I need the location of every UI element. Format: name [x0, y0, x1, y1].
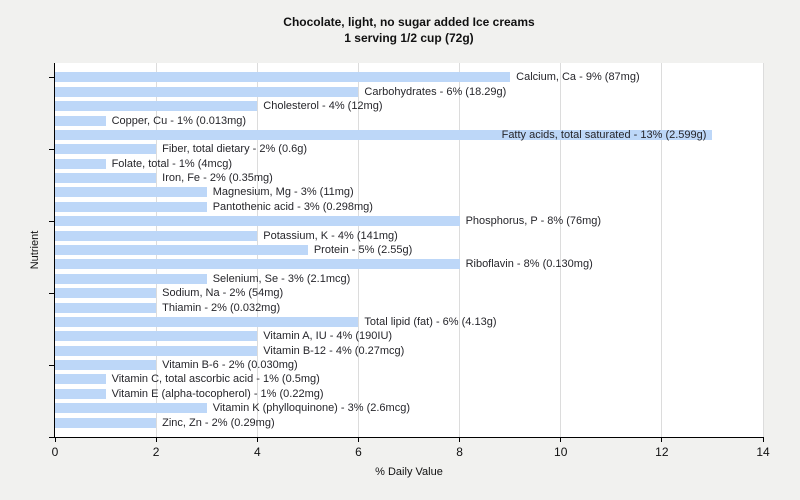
bar-calcium-ca [55, 72, 511, 83]
bar-label: Cholesterol - 4% (12mg) [263, 100, 383, 113]
bar-magnesium-mg [55, 187, 207, 198]
x-tick-0 [54, 438, 56, 442]
bar-label: Copper, Cu - 1% (0.013mg) [111, 114, 247, 127]
x-tick-label-0: 0 [51, 445, 59, 459]
x-tick-4 [256, 438, 258, 442]
bar-label: Potassium, K - 4% (141mg) [263, 229, 398, 242]
x-tick-12 [661, 438, 663, 442]
y-axis-label: Nutrient [29, 230, 41, 270]
y-tick [49, 364, 54, 366]
bar-label: Vitamin K (phylloquinone) - 3% (2.6mcg) [212, 402, 410, 415]
x-axis-label: % Daily Value [375, 466, 443, 478]
bar-label: Selenium, Se - 3% (2.1mcg) [212, 272, 351, 285]
bar-label: Sodium, Na - 2% (54mg) [162, 287, 284, 300]
bar-label: Iron, Fe - 2% (0.35mg) [162, 172, 273, 185]
bar-copper-cu [55, 115, 106, 126]
x-tick-2 [155, 438, 157, 442]
x-tick-6 [357, 438, 359, 442]
bar-riboflavin [55, 259, 460, 270]
bar-fatty-acids-total-saturated [55, 129, 713, 140]
bar-label: Vitamin E (alpha-tocopherol) - 1% (0.22m… [111, 387, 324, 400]
bar-vitamin-c-total-ascorbic-acid [55, 374, 106, 385]
gridline-x-6 [357, 63, 359, 437]
y-tick [49, 292, 54, 294]
gridline-x-12 [661, 63, 663, 437]
y-tick [49, 76, 54, 78]
bar-phosphorus-p [55, 216, 460, 227]
bar-label: Folate, total - 1% (4mcg) [111, 157, 232, 170]
bar-fiber-total-dietary [55, 144, 157, 155]
bar-label: Vitamin C, total ascorbic acid - 1% (0.5… [111, 373, 320, 386]
bar-label: Vitamin B-12 - 4% (0.27mcg) [263, 344, 405, 357]
bar-total-lipid-fat- [55, 316, 359, 327]
bar-protein [55, 245, 308, 255]
bar-vitamin-e-alpha-tocopherol- [55, 388, 106, 399]
bar-label: Vitamin B-6 - 2% (0.030mg) [162, 359, 298, 372]
bar-label: Zinc, Zn - 2% (0.29mg) [162, 416, 275, 429]
bar-label: Calcium, Ca - 9% (87mg) [516, 71, 640, 84]
chart-subtitle: 1 serving 1/2 cup (72g) [344, 31, 474, 45]
bar-label: Pantothenic acid - 3% (0.298mg) [212, 200, 373, 213]
bar-potassium-k [55, 230, 258, 241]
bar-label: Protein - 5% (2.55g) [313, 244, 413, 256]
x-tick-label-6: 6 [355, 445, 362, 459]
bar-thiamin [55, 302, 157, 313]
bar-label: Thiamin - 2% (0.032mg) [162, 301, 281, 314]
bar-label: Magnesium, Mg - 3% (11mg) [212, 186, 354, 199]
bar-zinc-zn [55, 417, 157, 428]
x-tick-label-8: 8 [456, 445, 463, 459]
bar-vitamin-a-iu [55, 331, 258, 342]
x-axis-spine [54, 437, 764, 438]
bar-folate-total [55, 158, 106, 169]
bar-label: Fatty acids, total saturated - 13% (2.59… [501, 128, 707, 141]
gridline-x-14 [762, 63, 764, 437]
chart-title: Chocolate, light, no sugar added Ice cre… [283, 15, 535, 29]
bar-pantothenic-acid [55, 201, 207, 212]
bar-label: Total lipid (fat) - 6% (4.13g) [364, 315, 497, 328]
bar-label: Fiber, total dietary - 2% (0.6g) [162, 143, 308, 156]
bar-carbohydrates [55, 86, 359, 97]
x-tick-label-14: 14 [756, 445, 770, 459]
x-tick-14 [762, 438, 764, 442]
gridline-x-8 [459, 63, 461, 437]
bar-vitamin-b-6 [55, 360, 157, 371]
gridline-x-10 [560, 63, 562, 437]
bar-selenium-se [55, 273, 207, 284]
bar-sodium-na [55, 288, 157, 299]
y-tick [49, 148, 54, 150]
bar-label: Riboflavin - 8% (0.130mg) [465, 258, 593, 271]
plot-area: 0 2 4 6 8 10 12 14 Calcium, Ca - 9% (87mg) Carboh… [49, 63, 770, 459]
y-axis-spine [54, 63, 55, 438]
bar-label: Carbohydrates - 6% (18.29g) [364, 85, 507, 98]
x-tick-label-10: 10 [554, 445, 568, 459]
bar-vitamin-k-phylloquinone- [55, 403, 207, 414]
x-tick-8 [459, 438, 461, 442]
x-tick-label-4: 4 [253, 445, 261, 459]
bar-label: Vitamin A, IU - 4% (190IU) [263, 330, 393, 343]
bar-cholesterol [55, 101, 258, 112]
x-tick-10 [560, 438, 562, 442]
x-tick-label-12: 12 [655, 445, 669, 459]
y-tick [49, 220, 54, 222]
bar-iron-fe [55, 173, 157, 184]
x-tick-label-2: 2 [152, 445, 160, 459]
bar-vitamin-b-12 [55, 345, 258, 356]
y-tick [49, 436, 54, 438]
bar-label: Phosphorus, P - 8% (76mg) [465, 215, 602, 228]
